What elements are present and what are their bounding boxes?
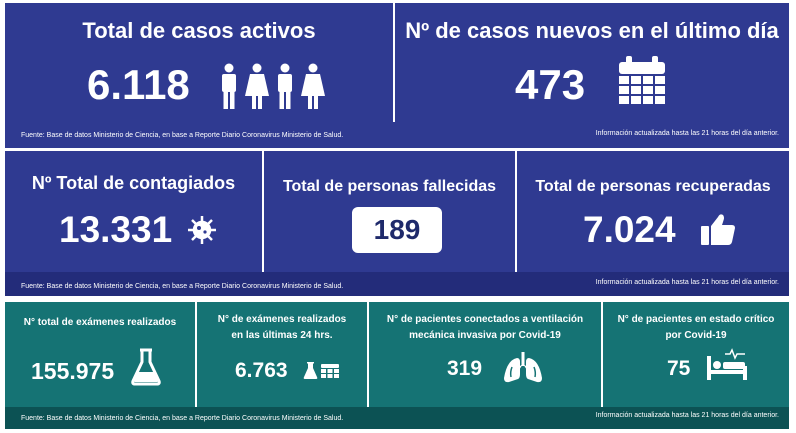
divider — [262, 151, 264, 272]
calendar-icon — [619, 56, 665, 104]
exams-total-value: 155.975 — [31, 358, 115, 384]
new-cases-value: 473 — [515, 61, 586, 108]
update-note: Información actualizada hasta las 21 hor… — [595, 130, 779, 137]
flask-calendar-icon — [303, 362, 339, 379]
update-note: Información actualizada hasta las 21 hor… — [595, 279, 779, 286]
thumbs-up-icon — [701, 214, 735, 245]
row1-footer: Fuente: Base de datos Ministerio de Cien… — [5, 122, 789, 148]
critical-value: 75 — [667, 357, 691, 380]
source-note: Fuente: Base de datos Ministerio de Cien… — [21, 415, 344, 422]
recovered-value: 7.024 — [583, 209, 676, 250]
panel-active-new-cases: Total de casos activos 6.118 Nº de casos… — [5, 3, 789, 148]
total-infected-title: Nº Total de contagiados — [31, 173, 236, 193]
panel-exams-patients: N° total de exámenes realizados 155.975 … — [5, 302, 789, 429]
panel-infected-deaths-recovered: Nº Total de contagiados 13.331 Total de … — [5, 151, 789, 296]
exams-total-title: N° total de exámenes realizados — [23, 317, 177, 328]
divider — [601, 302, 603, 407]
deaths-value: 189 — [373, 214, 421, 245]
divider — [393, 3, 395, 122]
new-cases-title: Nº de casos nuevos en el último día — [405, 18, 779, 43]
deaths-title: Total de personas fallecidas — [282, 178, 497, 195]
divider — [515, 151, 517, 272]
recovered-title: Total de personas recuperadas — [535, 178, 771, 195]
virus-icon — [188, 216, 216, 244]
row2-footer: Fuente: Base de datos Ministerio de Cien… — [5, 272, 789, 296]
deaths-value-box: 189 — [352, 207, 442, 253]
total-infected-value: 13.331 — [59, 209, 173, 250]
source-note: Fuente: Base de datos Ministerio de Cien… — [21, 283, 344, 290]
flask-icon — [131, 348, 161, 386]
update-note: Información actualizada hasta las 21 hor… — [595, 412, 779, 419]
divider — [195, 302, 197, 407]
ventilation-title-line2: mecánica invasiva por Covid-19 — [409, 330, 561, 341]
active-cases-value: 6.118 — [87, 61, 190, 108]
critical-title-line1: N° de pacientes en estado crítico — [617, 314, 775, 325]
active-cases-title: Total de casos activos — [82, 18, 316, 43]
source-note: Fuente: Base de datos Ministerio de Cien… — [21, 132, 344, 139]
critical-title-line2: por Covid-19 — [665, 330, 727, 341]
ventilation-value: 319 — [447, 357, 483, 380]
ventilation-title-line1: N° de pacientes conectados a ventilación — [386, 314, 584, 325]
people-icon — [222, 63, 325, 109]
exams-24h-title-line2: en las últimas 24 hrs. — [231, 330, 333, 341]
exams-24h-title-line1: N° de exámenes realizados — [217, 314, 347, 325]
divider — [367, 302, 369, 407]
row3-footer: Fuente: Base de datos Ministerio de Cien… — [5, 407, 789, 429]
lungs-icon — [504, 352, 542, 383]
hospital-bed-icon — [707, 348, 747, 380]
exams-24h-value: 6.763 — [235, 359, 288, 382]
